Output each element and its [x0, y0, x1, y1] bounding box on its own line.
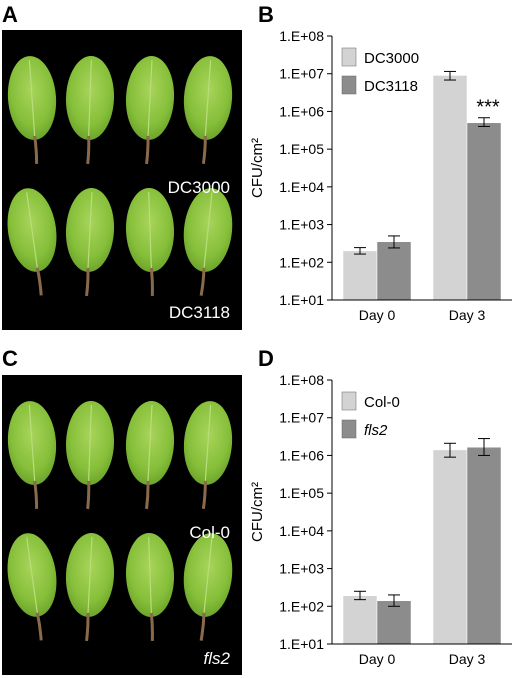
panel-letter-d: D: [258, 346, 274, 371]
chart-b-ytick-label: 1.E+07: [279, 66, 324, 82]
chart-d-ytick-label: 1.E+04: [279, 523, 324, 539]
panel-letter-a: A: [2, 2, 18, 27]
photo-a-leaf-2-1: [2, 183, 67, 301]
chart-d-ytick-label: 1.E+01: [279, 636, 324, 652]
chart-d-svg: 1.E+01 1.E+02 1.E+03 1.E+04 1.E+05 1.E+06 1.E+…: [250, 372, 512, 667]
chart-b-ytick-label: 1.E+04: [279, 179, 324, 195]
chart-b-ylabel: CFU/cm²: [250, 138, 266, 198]
chart-d-legend-label-1: fls2: [364, 422, 388, 439]
photo-a-leaf-1-1: [3, 52, 63, 168]
chart-d-ytick-label: 1.E+06: [279, 447, 324, 463]
photo-a-leaf-2-2: [61, 185, 118, 299]
chart-b-bar-0-1: [376, 241, 412, 301]
photo-c-bottom-label: fls2: [204, 649, 231, 668]
photo-c-leaf-1-4: [177, 397, 237, 513]
chart-b-significance-label: ***: [476, 97, 500, 119]
chart-d: 1.E+01 1.E+02 1.E+03 1.E+04 1.E+05 1.E+06 1.E+…: [250, 368, 518, 678]
chart-b-bar-1-1: [466, 122, 502, 301]
chart-b: 1.E+01 1.E+02 1.E+03 1.E+04 1.E+05 1.E+06 1.E+…: [250, 24, 518, 342]
chart-d-ytick-label: 1.E+07: [279, 410, 324, 426]
chart-b-ytick-label: 1.E+02: [279, 254, 324, 270]
chart-d-bar-1-0: [432, 449, 468, 645]
photo-a-bottom-label: DC3118: [169, 303, 230, 322]
panel-letter-b: B: [258, 2, 274, 27]
chart-d-ytick-label: 1.E+02: [279, 598, 324, 614]
chart-d-ytick-label: 1.E+08: [279, 372, 324, 388]
chart-b-category-label: Day 3: [449, 307, 486, 323]
photo-a-leaf-1-3: [121, 53, 178, 167]
photo-a-leaf-1-4: [177, 52, 237, 168]
photo-a-leaf-2-3: [123, 185, 178, 299]
photo-c-leaf-2-2: [61, 530, 118, 644]
photo-a-top-label: DC3000: [168, 178, 230, 197]
chart-b-ytick-label: 1.E+01: [279, 292, 324, 308]
photo-c-leaf-2-1: [2, 528, 67, 646]
leaf-photo-c-canvas: Col-0 fls2: [2, 397, 238, 668]
photo-c-leaf-2-3: [123, 530, 178, 644]
chart-d-ylabel: CFU/cm²: [250, 482, 266, 542]
chart-b-legend-swatch-1: [341, 75, 357, 95]
chart-d-category-label: Day 0: [359, 651, 396, 667]
photo-c-top-label: Col-0: [189, 523, 230, 542]
photo-c-leaf-2-4: [175, 529, 238, 645]
chart-b-svg: 1.E+01 1.E+02 1.E+03 1.E+04 1.E+05 1.E+06 1.E+…: [250, 28, 512, 323]
chart-d-bar-0-0: [342, 595, 378, 645]
leaf-photo-a-canvas: DC3000 DC3118: [2, 52, 238, 322]
photo-c-leaf-1-3: [121, 398, 178, 512]
chart-b-ytick-label: 1.E+03: [279, 217, 324, 233]
chart-b-bar-1-0: [432, 75, 468, 301]
chart-b-legend-swatch-0: [341, 47, 357, 67]
chart-b-bar-0-0: [342, 250, 378, 301]
chart-d-legend-swatch-1: [341, 419, 357, 439]
panel-letter-c: C: [2, 346, 18, 371]
chart-b-ytick-label: 1.E+08: [279, 28, 324, 44]
chart-d-ytick-label: 1.E+03: [279, 561, 324, 577]
chart-d-category-label: Day 3: [449, 651, 486, 667]
leaf-photo-c: Col-0 fls2: [2, 375, 242, 675]
chart-b-legend-label-1: DC3118: [364, 78, 418, 95]
photo-a-leaf-2-4: [175, 184, 238, 300]
chart-d-bar-0-1: [376, 600, 412, 645]
chart-d-legend-label-0: Col-0: [364, 394, 400, 411]
chart-b-legend-label-0: DC3000: [364, 50, 419, 67]
chart-d-bar-1-1: [466, 446, 502, 645]
chart-d-legend-swatch-0: [341, 391, 357, 411]
photo-a-leaf-1-2: [62, 53, 117, 167]
chart-b-ytick-label: 1.E+06: [279, 103, 324, 119]
photo-c-leaf-1-1: [3, 397, 63, 513]
chart-b-category-label: Day 0: [359, 307, 396, 323]
chart-b-ytick-label: 1.E+05: [279, 141, 324, 157]
chart-d-ytick-label: 1.E+05: [279, 485, 324, 501]
leaf-photo-a: DC3000 DC3118: [2, 30, 242, 330]
photo-c-leaf-1-2: [62, 398, 117, 512]
